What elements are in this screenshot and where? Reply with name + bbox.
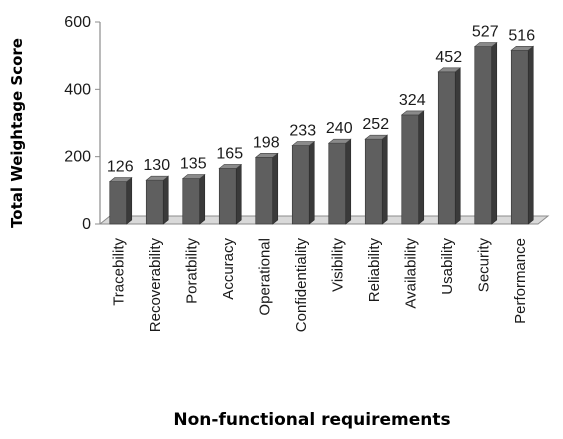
x-tick-label: Reliability [366,238,383,303]
data-label: 126 [107,159,134,176]
bar-operational [254,152,279,225]
y-axis-title: Total Weightage Score [8,38,26,228]
bar-side-face [381,134,388,225]
bar-top-face [108,177,133,182]
data-label: 516 [508,27,535,44]
bar-tracebility [108,176,133,225]
bar-visibility [327,138,352,225]
bars [108,41,535,225]
bar-usability [437,67,462,225]
bar-front-face [291,145,310,225]
x-tick-label: Recoverability [147,238,164,333]
data-label: 130 [143,157,170,174]
bar-top-face [400,110,425,116]
x-tick-label: Confidentiality [293,238,310,333]
bar-top-face [510,45,535,51]
bar-front-face [109,181,128,225]
x-tick-label: Accuracy [220,238,237,300]
y-tick-label: 400 [64,81,91,98]
bar-front-face [218,168,237,225]
bar-side-face [527,45,534,225]
bar-top-face [473,42,498,47]
bar-side-face [162,175,169,225]
data-label: 252 [362,116,389,133]
bar-front-face [474,46,493,225]
chart-floor [98,215,550,225]
data-label: 165 [216,145,243,162]
bar-side-face [199,173,206,225]
data-label: 452 [435,49,462,66]
floor-plane [98,215,550,225]
bar-reliability [364,134,389,225]
bar-side-face [491,41,498,225]
bar-front-face [401,114,420,225]
bar-performance [510,45,535,225]
data-label: 324 [399,92,426,109]
bar-recoverability [145,175,170,225]
bar-top-face [145,175,170,181]
bar-front-face [510,49,529,225]
data-label: 198 [253,134,280,151]
bar-side-face [235,163,242,225]
bar-front-face [182,178,201,225]
x-tick-label: Security [475,238,492,293]
y-tick-label: 200 [64,149,91,166]
x-axis-title: Non-functional requirements [173,410,450,430]
bar-security [473,41,498,225]
x-tick-label: Performance [512,238,529,324]
data-labels: 126 130 135 165 198 233 240 252 324 452 527 516 [107,24,535,176]
y-tick-label: 600 [64,14,91,31]
bar-top-face [327,138,352,144]
bar-availability [400,110,425,225]
x-tick-label: Usability [439,238,456,295]
bar-top-face [364,134,389,140]
x-tick-label: Visibility [329,238,346,292]
bar-side-face [126,176,133,225]
bar-side-face [418,110,425,225]
bar-top-face [181,174,206,179]
data-label: 135 [180,156,207,173]
bar-front-face [145,179,164,225]
bar-confidentiality [291,140,316,225]
x-tick-label: Poratbility [183,238,200,304]
data-label: 527 [472,24,499,41]
bar-top-face [291,141,316,146]
bar-poratbility [181,173,206,225]
data-label: 233 [289,123,316,140]
bar-front-face [255,157,274,225]
bar-top-face [218,164,243,169]
bar-side-face [345,138,352,225]
y-tick-label: 0 [82,216,91,233]
bar-front-face [437,71,456,225]
data-label: 240 [326,120,353,137]
bar-top-face [437,67,462,73]
bar-side-face [454,67,461,225]
bar-top-face [254,153,279,158]
bar-side-face [272,152,279,225]
x-tick-label: Operational [256,238,273,316]
bar-side-face [308,140,315,225]
y-axis: 0 200 400 600 [64,14,101,233]
bar-front-face [328,142,347,225]
x-tick-label: Tracebility [110,238,127,306]
x-tick-label: Availability [402,238,419,309]
bar-front-face [364,138,383,225]
bar-accuracy [218,163,243,225]
x-axis-labels: Tracebility Recoverability Poratbility Accu… [110,238,529,333]
